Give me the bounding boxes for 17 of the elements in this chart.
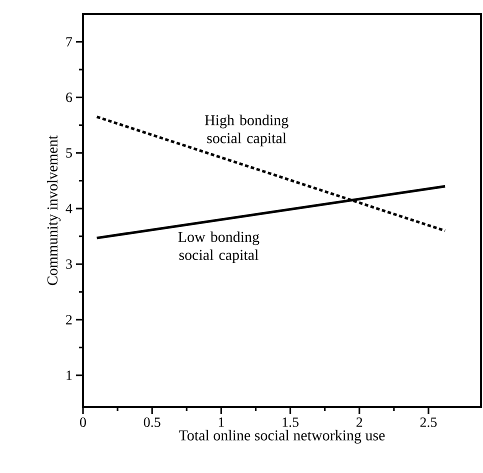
y-tick-label: 2 (66, 315, 72, 324)
series-label: High bonding social capital (204, 114, 288, 146)
y-tick-label: 4 (66, 204, 72, 214)
y-axis-title: Community involvement (46, 135, 61, 286)
y-tick-label: 3 (66, 259, 72, 269)
y-tick-label: 7 (66, 37, 72, 46)
y-tick-label: 5 (66, 148, 72, 158)
y-tick-label: 1 (66, 370, 72, 380)
series-label: Low bonding social capital (178, 231, 260, 264)
x-tick-label: 2 (356, 418, 362, 427)
x-axis-title: Total online social networking use (179, 430, 385, 444)
x-tick-label: 0.5 (144, 418, 160, 428)
x-tick-label: 2.5 (420, 418, 437, 427)
x-tick-label: 0 (80, 418, 86, 427)
x-tick-label: 1.5 (282, 418, 299, 427)
y-tick-label: 6 (66, 92, 72, 102)
x-tick-label: 1 (218, 418, 224, 427)
